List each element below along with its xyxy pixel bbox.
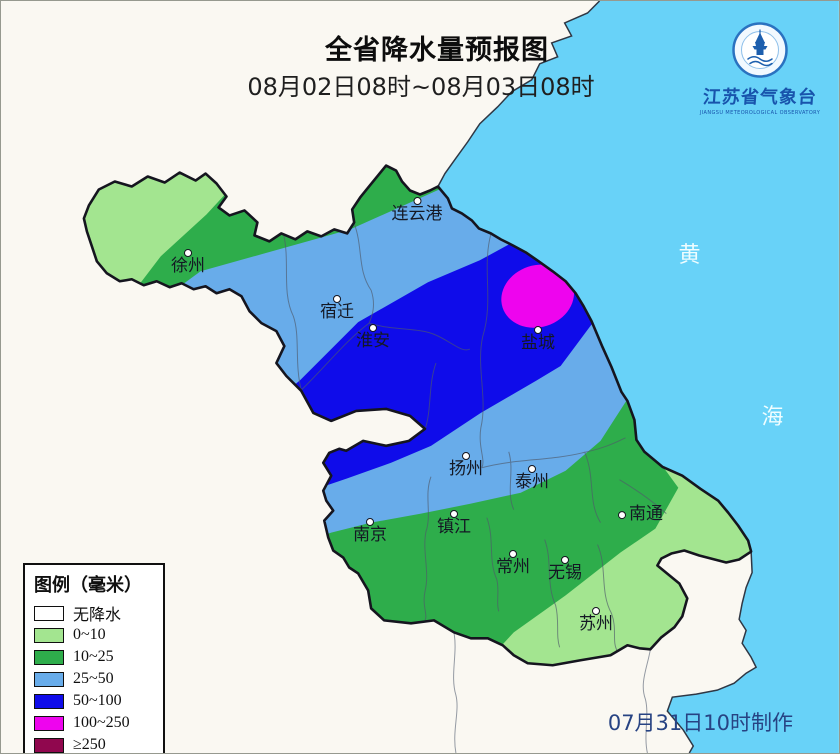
band-100-250: [501, 264, 575, 328]
legend-box: 图例（毫米） 无降水 0~10 10~25 25~50 50~100 100~250 ≥25…: [23, 563, 165, 753]
city-label: 苏州: [579, 614, 613, 634]
city-marker-盐城: 盐城: [521, 326, 555, 353]
page-title: 全省降水量预报图: [325, 35, 549, 66]
legend-rows: 无降水 0~10 10~25 25~50 50~100 100~250 ≥250: [34, 602, 154, 753]
title-block: 全省降水量预报图: [325, 28, 549, 67]
legend-swatch: [34, 715, 64, 731]
legend-swatch: [34, 671, 64, 687]
legend-row: 0~10: [34, 624, 154, 646]
city-marker-扬州: 扬州: [449, 452, 483, 479]
legend-label: 0~10: [73, 626, 106, 643]
city-dot-icon: [534, 326, 542, 334]
made-caption: 07月31日10时制作: [607, 711, 793, 735]
city-marker-泰州: 泰州: [515, 465, 549, 492]
city-dot-icon: [528, 465, 536, 473]
legend-swatch: [34, 649, 64, 665]
coastline-shandong: [437, 1, 601, 187]
legend-label: 50~100: [73, 692, 122, 709]
legend-swatch: [34, 693, 64, 709]
city-marker-南京: 南京: [353, 518, 387, 545]
sea-label: 海: [761, 405, 785, 430]
city-dot-icon: [184, 249, 192, 257]
city-label: 徐州: [171, 256, 205, 276]
legend-row: 无降水: [34, 602, 154, 624]
city-label: 连云港: [391, 204, 443, 224]
city-label: 无锡: [548, 563, 582, 583]
city-dot-icon: [450, 510, 458, 518]
coastline-shanghai: [666, 551, 758, 753]
legend-swatch: [34, 737, 64, 753]
city-marker-徐州: 徐州: [171, 249, 205, 276]
city-dot-icon: [561, 556, 569, 564]
legend-row: 25~50: [34, 668, 154, 690]
sea-label: 黄: [678, 243, 702, 268]
yellow-sea: [437, 1, 839, 753]
city-dot-icon: [369, 324, 377, 332]
city-label: 扬州: [449, 459, 483, 479]
city-marker-无锡: 无锡: [548, 556, 582, 583]
legend-row: ≥250: [34, 734, 154, 753]
city-label: 淮安: [356, 331, 390, 351]
internal-borders: [282, 223, 667, 652]
city-marker-常州: 常州: [496, 550, 530, 577]
city-label: 盐城: [521, 333, 555, 353]
pagoda-icon: [752, 29, 768, 55]
legend-swatch: [34, 605, 64, 621]
city-label: 南通: [629, 504, 663, 525]
waves-icon: [747, 56, 773, 67]
city-dot-icon: [592, 607, 600, 615]
city-label: 南京: [353, 525, 387, 545]
page-subtitle: 08月02日08时~08月03日08时: [247, 73, 595, 101]
legend-title: 图例（毫米）: [34, 575, 142, 595]
city-dot-icon: [462, 452, 470, 460]
legend-label: ≥250: [73, 736, 106, 753]
city-dot-icon: [618, 511, 626, 519]
legend-row: 100~250: [34, 712, 154, 734]
city-marker-连云港: 连云港: [392, 197, 443, 224]
legend-row: 10~25: [34, 646, 154, 668]
agency-logo: 江苏省气象台 JIANGSU METEOROLOGICAL OBSERVATOR…: [697, 21, 823, 116]
city-marker-淮安: 淮安: [356, 324, 390, 351]
city-label: 泰州: [515, 472, 549, 492]
city-marker-南通: 南通: [618, 504, 663, 525]
city-label: 常州: [496, 557, 530, 577]
city-dot-icon: [366, 518, 374, 526]
city-label: 镇江: [437, 517, 471, 537]
legend-label: 25~50: [73, 670, 114, 687]
city-marker-镇江: 镇江: [437, 510, 471, 537]
city-dot-icon: [333, 295, 341, 303]
agency-emblem-icon: [732, 22, 788, 78]
legend-row: 50~100: [34, 690, 154, 712]
city-marker-宿迁: 宿迁: [320, 295, 354, 322]
external-borders: [453, 632, 651, 753]
city-marker-苏州: 苏州: [579, 607, 613, 634]
legend-label: 100~250: [73, 714, 130, 731]
legend-swatch: [34, 627, 64, 643]
legend-label: 10~25: [73, 648, 114, 665]
agency-caption: JIANGSU METEOROLOGICAL OBSERVATORY: [699, 110, 821, 116]
city-label: 宿迁: [320, 302, 354, 322]
city-dot-icon: [509, 550, 517, 558]
city-dot-icon: [413, 197, 421, 205]
legend-label: 无降水: [73, 607, 122, 624]
